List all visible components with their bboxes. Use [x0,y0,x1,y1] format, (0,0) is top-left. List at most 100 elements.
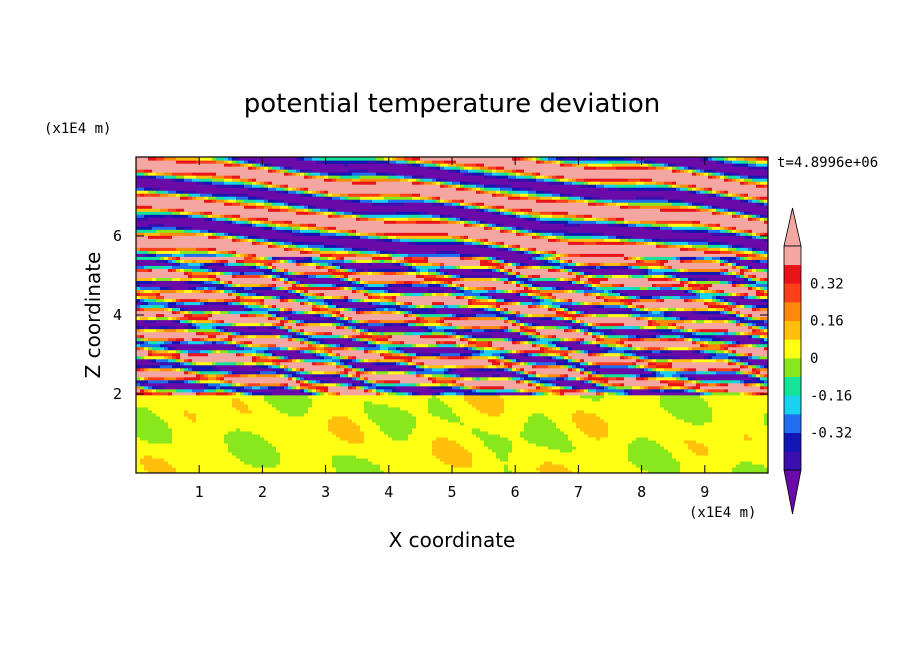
field-cell [632,418,637,423]
field-cell [316,448,321,453]
field-cell [528,436,533,441]
field-cell [764,460,768,465]
field-cell [396,427,401,432]
field-cell [240,439,245,444]
field-cell [400,430,405,435]
field-cell [720,454,725,459]
field-cell [464,436,469,441]
field-cell [440,448,445,453]
field-cell [400,469,405,473]
field-cell [192,430,197,435]
field-cell [588,421,593,426]
field-cell [476,445,481,450]
y-unit-label: (x1E4 m) [44,121,111,137]
field-cell [468,427,473,432]
field-cell [708,433,713,438]
field-cell [624,448,629,453]
field-cell [636,469,641,473]
field-cell [720,436,725,441]
field-cell [604,427,609,432]
field-cell [496,418,501,423]
field-cell [580,445,585,450]
field-cell [444,463,449,468]
field-cell [392,436,397,441]
field-cell [564,433,569,438]
field-cell [564,427,569,432]
field-cell [728,418,733,423]
field-cell [540,448,545,453]
field-cell [264,442,269,447]
field-cell [172,430,177,435]
field-cell [548,454,553,459]
field-cell [200,421,205,426]
field-cell [468,418,473,423]
field-cell [160,415,165,420]
field-cell [264,424,269,429]
field-cell [180,463,185,468]
field-cell [400,427,405,432]
field-cell [484,451,489,456]
field-cell [528,439,533,444]
field-cell [308,433,313,438]
field-cell [288,436,293,441]
field-cell [504,430,509,435]
field-cell [692,430,697,435]
field-cell [468,460,473,465]
field-cell [348,460,353,465]
field-cell [160,454,165,459]
field-cell [564,445,569,450]
field-cell [348,442,353,447]
field-cell [528,463,533,468]
field-cell [264,430,269,435]
field-cell [644,451,649,456]
field-cell [216,454,221,459]
field-cell [736,433,741,438]
field-cell [232,469,237,473]
field-cell [708,436,713,441]
field-cell [664,469,669,473]
field-cell [264,448,269,453]
field-cell [464,466,469,471]
field-cell [172,424,177,429]
field-cell [664,463,669,468]
field-cell [552,442,557,447]
field-cell [596,445,601,450]
field-cell [544,430,549,435]
field-cell [436,421,441,426]
field-cell [284,445,289,450]
field-cell [612,439,617,444]
field-cell [220,466,225,471]
field-cell [200,430,205,435]
field-cell [736,451,741,456]
field-cell [284,430,289,435]
field-cell [352,442,357,447]
field-cell [684,433,689,438]
field-cell [676,442,681,447]
field-cell [332,454,337,459]
field-cell [364,451,369,456]
field-cell [500,418,505,423]
field-cell [616,442,621,447]
field-cell [364,421,369,426]
field-cell [524,460,529,465]
field-cell [396,418,401,423]
field-cell [392,466,397,471]
field-cell [332,421,337,426]
field-cell [216,457,221,462]
field-cell [360,439,365,444]
field-cell [436,448,441,453]
field-cell [608,451,613,456]
field-cell [636,460,641,465]
field-cell [692,442,697,447]
field-cell [548,445,553,450]
field-cell [620,457,625,462]
field-cell [680,469,685,473]
field-cell [748,448,753,453]
field-cell [672,451,677,456]
field-cell [704,463,709,468]
field-cell [260,451,265,456]
field-cell [644,454,649,459]
field-cell [592,460,597,465]
field-cell [252,457,257,462]
field-cell [692,436,697,441]
